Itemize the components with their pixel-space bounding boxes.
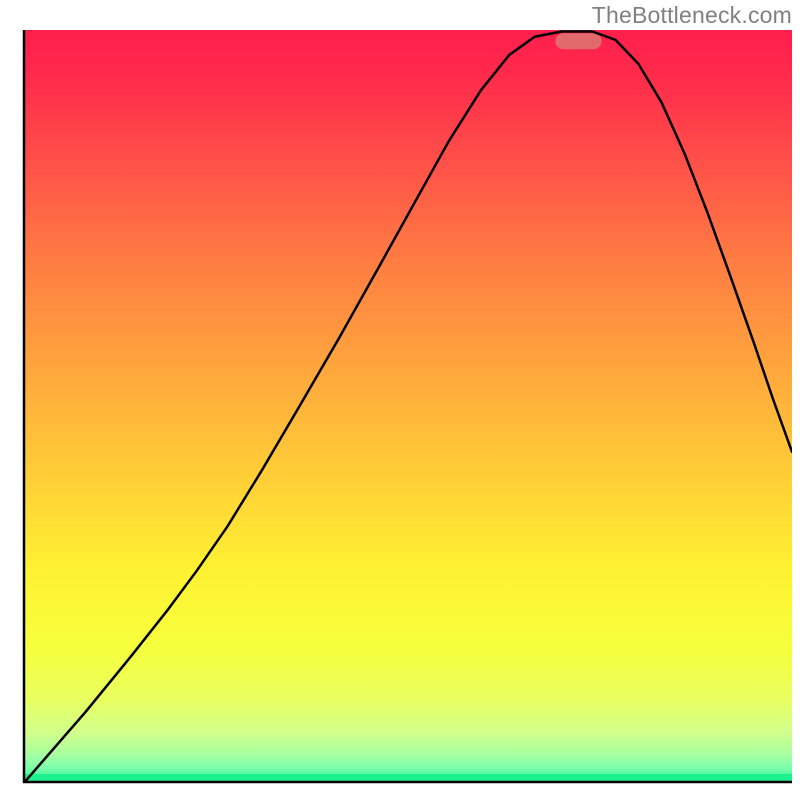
optimal-marker: [555, 33, 601, 49]
plot-area: [24, 30, 792, 783]
chart-root: TheBottleneck.com: [0, 0, 800, 800]
bottleneck-chart: [0, 0, 800, 800]
gradient-background: [24, 30, 792, 782]
watermark-label: TheBottleneck.com: [592, 2, 792, 29]
